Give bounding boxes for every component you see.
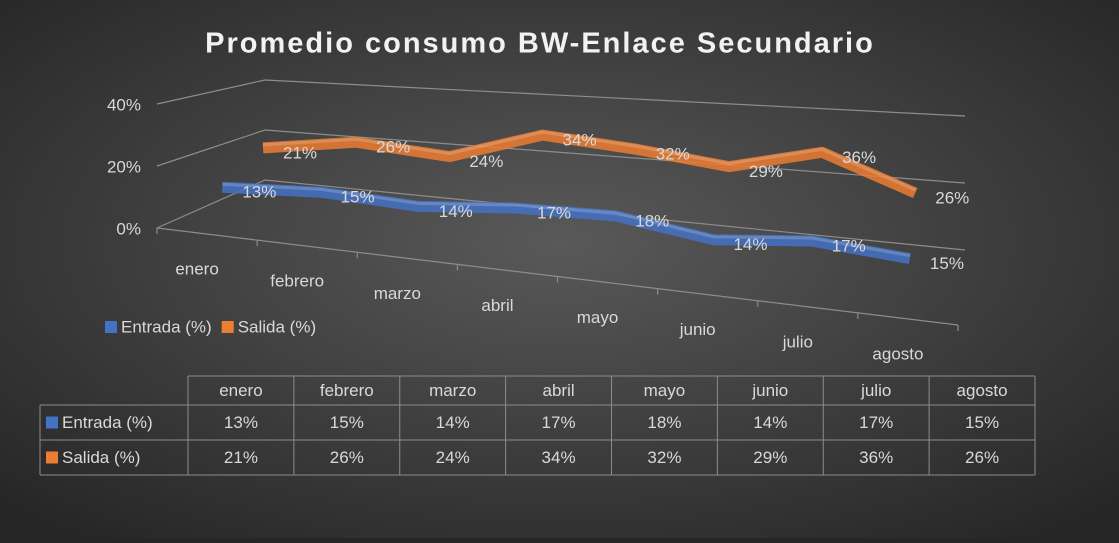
- x-tick-label: julio: [782, 332, 813, 351]
- table-swatch: [46, 416, 58, 429]
- chart-title: Promedio consumo BW-Enlace Secundario: [205, 28, 875, 60]
- legend-label: Salida (%): [238, 317, 316, 336]
- table-cell: 15%: [330, 413, 364, 432]
- table-cell: 17%: [542, 413, 576, 432]
- table-header: marzo: [429, 381, 476, 400]
- table-cell: 26%: [330, 448, 364, 467]
- legend-swatch: [221, 321, 234, 333]
- table-cell: 32%: [647, 448, 681, 467]
- grid-line: [156, 179, 966, 251]
- x-tick-label: febrero: [270, 272, 324, 291]
- data-label: 21%: [283, 143, 317, 162]
- x-tick-label: enero: [175, 260, 218, 279]
- table-header: agosto: [957, 381, 1008, 400]
- data-label: 36%: [842, 148, 876, 167]
- table-cell: 26%: [965, 448, 999, 467]
- data-label: 17%: [537, 204, 571, 223]
- table-cell: 18%: [647, 413, 681, 432]
- table-cell: 34%: [542, 448, 576, 467]
- series-highlight: [262, 130, 916, 192]
- data-label: 34%: [563, 131, 597, 150]
- table-header: febrero: [320, 381, 374, 400]
- x-tick-label: marzo: [374, 284, 421, 303]
- table-series-name: Salida (%): [62, 448, 140, 467]
- y-tick-label: 40%: [107, 95, 141, 114]
- table-series-name: Entrada (%): [62, 413, 153, 432]
- table-cell: 36%: [859, 448, 893, 467]
- y-tick-label: 20%: [107, 157, 141, 176]
- legend-swatch: [105, 321, 117, 333]
- table-cell: 24%: [436, 448, 470, 467]
- data-label: 14%: [733, 235, 767, 254]
- grid-line: [156, 79, 966, 117]
- data-label: 26%: [935, 188, 969, 207]
- series-ribbon: [222, 181, 911, 265]
- table-cell: 21%: [224, 448, 258, 467]
- table-header: enero: [219, 381, 262, 400]
- data-label: 29%: [749, 162, 783, 181]
- legend-label: Entrada (%): [121, 317, 212, 336]
- data-label: 14%: [439, 202, 473, 221]
- data-label: 15%: [341, 188, 375, 207]
- table-cell: 29%: [753, 448, 787, 467]
- table-header: abril: [543, 381, 575, 400]
- table-cell: 14%: [436, 413, 470, 432]
- table-cell: 14%: [753, 413, 787, 432]
- data-label: 17%: [832, 237, 866, 256]
- x-tick-label: abril: [481, 296, 513, 315]
- series-ribbon: [262, 129, 918, 199]
- table-swatch: [46, 451, 58, 464]
- table-header: julio: [860, 381, 891, 400]
- table-header: mayo: [644, 381, 686, 400]
- table-header: junio: [751, 381, 788, 400]
- x-tick-label: agosto: [872, 344, 923, 363]
- data-label: 15%: [930, 254, 964, 273]
- data-label: 13%: [242, 183, 276, 202]
- table-cell: 13%: [224, 413, 258, 432]
- series-highlight: [222, 182, 911, 258]
- table-cell: 15%: [965, 413, 999, 432]
- data-label: 24%: [469, 152, 503, 171]
- data-label: 26%: [376, 138, 410, 157]
- table-cell: 17%: [859, 413, 893, 432]
- y-tick-label: 0%: [116, 219, 141, 238]
- x-tick-label: junio: [679, 320, 716, 339]
- data-label: 18%: [635, 211, 669, 230]
- x-tick-label: mayo: [577, 308, 619, 327]
- data-label: 32%: [656, 145, 690, 164]
